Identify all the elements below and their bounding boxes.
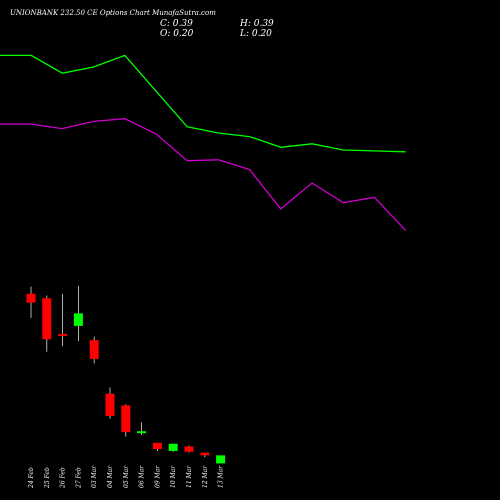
chart-title: UNIONBANK 232.50 CE Options Chart Munafa… xyxy=(10,9,216,17)
candle-body xyxy=(168,443,178,451)
candle-body xyxy=(42,298,52,340)
overlay-line-2 xyxy=(0,118,407,231)
candle-body xyxy=(200,452,210,456)
x-tick-label: 26 Feb xyxy=(60,467,67,489)
x-tick-label: 25 Feb xyxy=(44,467,51,489)
close-value: C: 0.39 xyxy=(160,19,193,29)
x-tick-label: 12 Mar xyxy=(202,465,209,488)
x-tick-label: 10 Mar xyxy=(170,465,177,488)
candle-body xyxy=(137,431,147,434)
candle-body xyxy=(26,293,36,303)
candle-body xyxy=(121,405,131,433)
candle-body xyxy=(89,340,99,359)
low-value: L: 0.20 xyxy=(240,29,272,39)
x-tick-label: 27 Feb xyxy=(75,467,82,489)
candle-body xyxy=(152,442,162,450)
x-tick-label: 09 Mar xyxy=(154,465,161,488)
candle-body xyxy=(216,455,226,464)
x-tick-label: 24 Feb xyxy=(28,467,35,489)
candle-body xyxy=(73,313,83,326)
candle-body xyxy=(58,333,68,336)
x-tick-label: 06 Mar xyxy=(139,465,146,488)
x-tick-label: 03 Mar xyxy=(91,465,98,488)
overlay-line-1 xyxy=(0,54,406,153)
candle-body xyxy=(184,446,194,452)
x-tick-label: 11 Mar xyxy=(186,465,193,488)
x-tick-label: 05 Mar xyxy=(123,465,130,488)
x-tick-label: 04 Mar xyxy=(107,465,114,488)
open-value: O: 0.20 xyxy=(160,29,194,39)
candle-body xyxy=(105,393,115,417)
high-value: H: 0.39 xyxy=(240,19,274,29)
x-tick-label: 13 Mar xyxy=(218,465,225,488)
